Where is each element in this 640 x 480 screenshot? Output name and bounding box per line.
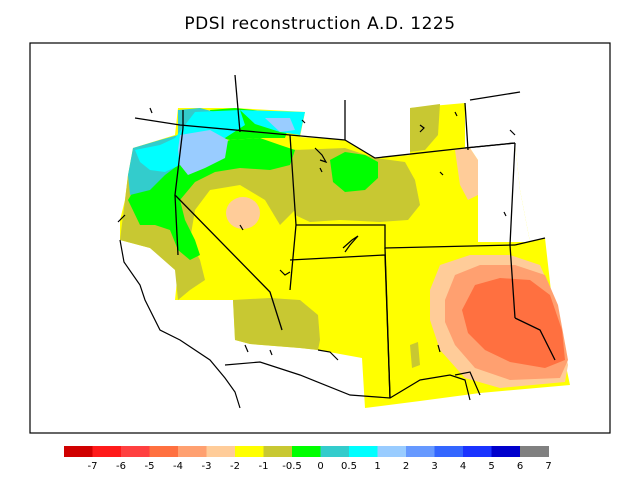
colorbar-tick-label: 5 — [488, 461, 494, 472]
colorbar-swatch — [235, 446, 264, 457]
region-olive-south — [233, 298, 320, 350]
region-drought-inner — [462, 278, 565, 368]
colorbar-tick-label: 2 — [403, 461, 409, 472]
colorbar-tick-label: -1 — [259, 461, 269, 472]
state-boundaries — [134, 74, 556, 399]
region-olive-ne — [410, 104, 440, 152]
colorbar-swatch — [520, 446, 549, 457]
colorbar-tick-label: -7 — [88, 461, 98, 472]
region-peach-nevada — [226, 197, 260, 229]
colorbar-swatch — [320, 446, 350, 457]
colorbar-tick-label: 7 — [545, 461, 551, 472]
colorbar: -7 -6 -5 -4 -3 -2 -1 -0.5 0 0.5 1 2 3 4 5 6 7 — [64, 446, 552, 472]
colorbar-swatch — [206, 446, 236, 457]
colorbar-swatch — [491, 446, 521, 457]
colorbar-swatch — [121, 446, 150, 457]
colorbar-swatch — [463, 446, 492, 457]
region-green-center — [330, 152, 378, 192]
colorbar-tick-label: 0 — [317, 461, 323, 472]
colorbar-swatch — [178, 446, 207, 457]
colorbar-tick-label: 0.5 — [341, 461, 357, 472]
colorbar-tick-label: -4 — [173, 461, 183, 472]
colorbar-swatch — [292, 446, 321, 457]
colorbar-swatch — [406, 446, 435, 457]
colorbar-swatch — [377, 446, 407, 457]
lakes — [149, 107, 516, 356]
colorbar-tick-label: -3 — [202, 461, 212, 472]
region-olive-small — [410, 342, 420, 368]
region-mask-wy — [305, 112, 345, 140]
colorbar-tick-label: -6 — [116, 461, 126, 472]
colorbar-swatch — [92, 446, 122, 457]
colorbar-swatch — [149, 446, 179, 457]
map-title: PDSI reconstruction A.D. 1225 — [184, 14, 456, 34]
colorbar-tick-label: -5 — [145, 461, 155, 472]
colorbar-tick-label: -0.5 — [282, 461, 302, 472]
region-peach-ne — [455, 148, 478, 200]
colorbar-swatch — [434, 446, 464, 457]
colorbar-tick-label: 3 — [431, 461, 437, 472]
colorbar-tick-label: 4 — [460, 461, 466, 472]
colorbar-swatch — [263, 446, 293, 457]
region-lightblue-top — [265, 118, 295, 132]
region-lightblue — [178, 130, 228, 175]
colorbar-swatch — [64, 446, 93, 457]
colorbar-tick-label: 1 — [374, 461, 380, 472]
colorbar-swatch — [349, 446, 378, 457]
colorbar-tick-label: -2 — [230, 461, 240, 472]
coastline — [117, 214, 481, 409]
colorbar-tick-label: 6 — [517, 461, 523, 472]
